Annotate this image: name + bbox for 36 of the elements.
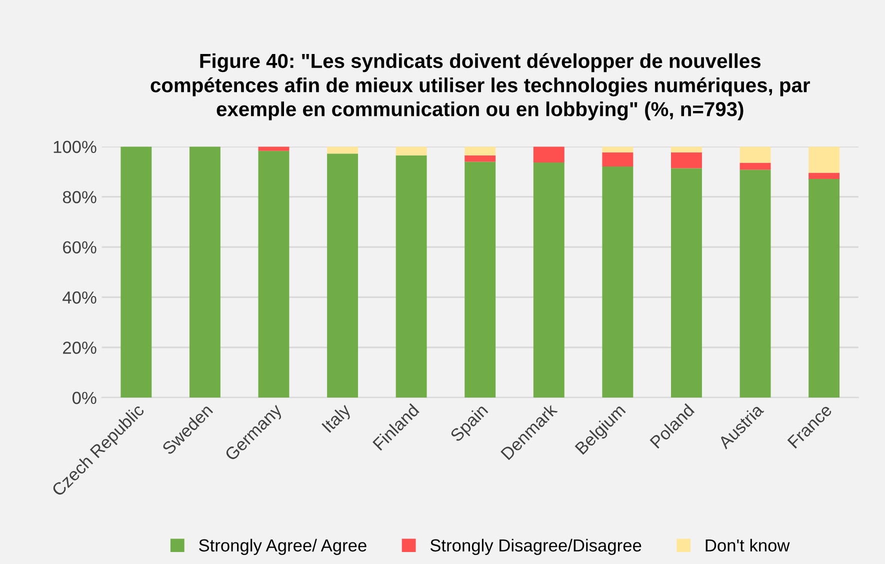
bar [808, 172, 840, 180]
bar [464, 155, 496, 162]
bar [740, 146, 771, 163]
y-tick-label: 100% [54, 140, 96, 154]
y-tick-label: 40% [62, 291, 96, 304]
bar [602, 152, 634, 166]
bar [602, 146, 634, 152]
bar [671, 168, 702, 398]
bar [258, 150, 290, 398]
bar [189, 146, 220, 398]
legend-label: Strongly Disagree/Disagree [430, 538, 642, 556]
bar [464, 146, 496, 156]
x-tick-label: Italy [321, 402, 354, 436]
y-tick-label: 20% [63, 342, 96, 354]
bar [396, 155, 427, 398]
y-tick-label: 0% [72, 392, 96, 404]
bar [671, 152, 702, 168]
chart-title: Figure 40: "Les syndicats doivent développer de nouvelles compétences afin de mieux utiliser les technologies numériques, par exemple en communication ou en lobbying" (%, n=793) [150, 53, 810, 120]
legend-label: Don't know [706, 538, 790, 552]
bar [258, 146, 290, 151]
bar [533, 146, 564, 162]
legend-label: Strongly Agree/ Agree [199, 538, 366, 556]
bar [120, 146, 152, 398]
bar [533, 162, 564, 398]
bar [396, 146, 427, 156]
bar [602, 166, 634, 398]
bar [671, 146, 702, 152]
bar [808, 179, 840, 398]
bar [464, 162, 496, 398]
bar [740, 162, 771, 170]
bar [327, 154, 358, 398]
bar [740, 170, 771, 398]
bar [327, 146, 358, 154]
y-tick-label: 80% [62, 191, 96, 204]
y-tick-label: 60% [63, 241, 96, 254]
bar [808, 146, 840, 173]
